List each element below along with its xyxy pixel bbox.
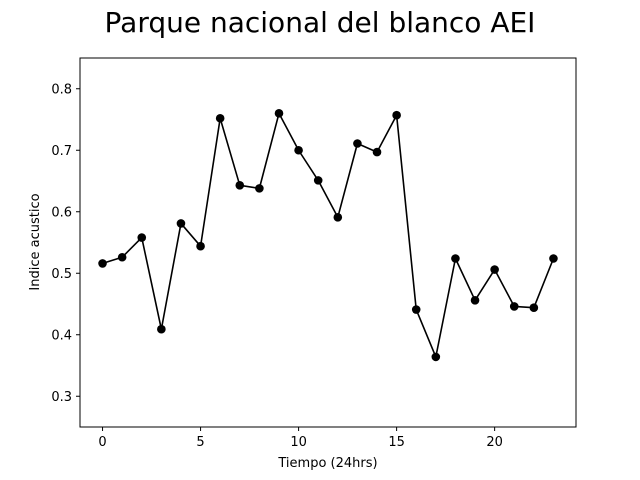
data-point [549, 254, 558, 263]
data-point [353, 139, 362, 148]
data-point [294, 145, 303, 155]
data-point [411, 305, 421, 314]
data-point [274, 109, 284, 118]
data-point [490, 265, 499, 274]
data-point [157, 324, 166, 334]
data-point [117, 252, 127, 262]
data-point [333, 212, 343, 222]
data-point [196, 241, 205, 251]
y-tick-label: 0.3 [51, 390, 72, 405]
plot-area [98, 109, 558, 362]
x-tick-label: 0 [98, 435, 106, 450]
y-tick-label: 0.8 [51, 82, 72, 97]
y-tick-label: 0.7 [51, 144, 72, 159]
data-point [509, 302, 519, 311]
data-point [235, 181, 245, 190]
data-point [431, 352, 441, 362]
plot-frame [79, 57, 577, 428]
data-point [313, 176, 323, 185]
data-point [137, 233, 147, 242]
data-point [529, 303, 539, 312]
data-point [470, 296, 480, 305]
y-tick-label: 0.5 [51, 267, 72, 282]
x-axis-label: Tiempo (24hrs) [277, 456, 377, 471]
data-point [215, 113, 225, 123]
data-point [372, 147, 382, 157]
y-tick-label: 0.6 [51, 205, 72, 220]
chart-title: Parque nacional del blanco AEI [105, 6, 536, 39]
x-axis: 0 5 10 15 20 [98, 427, 503, 450]
data-point [98, 259, 107, 268]
x-tick-label: 10 [290, 435, 307, 450]
series-line [102, 112, 555, 358]
data-point [255, 184, 264, 193]
x-tick-label: 20 [486, 435, 503, 450]
y-axis-label: Indice acustico [28, 193, 43, 290]
data-point [392, 110, 401, 120]
y-axis: 0.3 0.4 0.5 0.6 0.7 0.8 [51, 82, 80, 405]
y-tick-label: 0.4 [51, 328, 72, 343]
data-point [176, 219, 186, 228]
x-tick-label: 5 [196, 435, 204, 450]
x-tick-label: 15 [388, 435, 405, 450]
data-point [451, 254, 460, 263]
